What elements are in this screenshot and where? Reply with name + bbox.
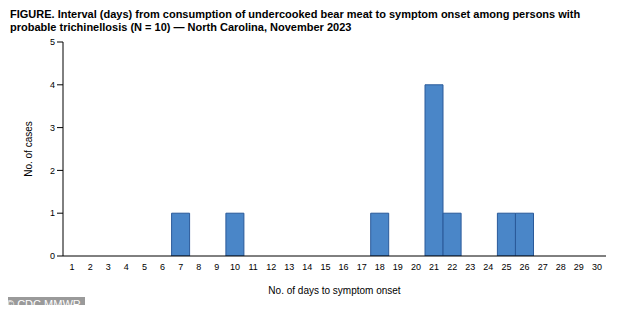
- svg-text:12: 12: [266, 262, 276, 272]
- svg-text:28: 28: [556, 262, 566, 272]
- svg-text:25: 25: [501, 262, 511, 272]
- svg-text:5: 5: [142, 262, 147, 272]
- svg-text:1: 1: [70, 262, 75, 272]
- svg-text:No. of days to symptom onset: No. of days to symptom onset: [268, 285, 401, 296]
- svg-text:No. of cases: No. of cases: [23, 121, 34, 177]
- svg-text:16: 16: [339, 262, 349, 272]
- svg-text:24: 24: [483, 262, 493, 272]
- html-text:© CDC MMWR: © CDC MMWR: [6, 298, 81, 310]
- svg-text:22: 22: [447, 262, 457, 272]
- svg-text:18: 18: [375, 262, 385, 272]
- svg-text:2: 2: [88, 262, 93, 272]
- svg-text:11: 11: [248, 262, 257, 272]
- svg-text:27: 27: [538, 262, 548, 272]
- svg-text:14: 14: [302, 262, 312, 272]
- svg-text:8: 8: [196, 262, 201, 272]
- svg-text:10: 10: [230, 262, 240, 272]
- svg-text:4: 4: [50, 80, 55, 90]
- svg-text:26: 26: [520, 262, 530, 272]
- svg-text:19: 19: [393, 262, 403, 272]
- svg-text:3: 3: [106, 262, 111, 272]
- svg-text:30: 30: [592, 262, 602, 272]
- svg-text:3: 3: [50, 123, 55, 133]
- svg-text:4: 4: [124, 262, 129, 272]
- html-text:FIGURE. Interval (days) from c: FIGURE. Interval (days) from consumption…: [10, 8, 581, 33]
- svg-text:15: 15: [320, 262, 330, 272]
- svg-text:13: 13: [284, 262, 294, 272]
- svg-text:1: 1: [50, 208, 55, 218]
- svg-text:7: 7: [178, 262, 183, 272]
- svg-text:20: 20: [411, 262, 421, 272]
- svg-text:29: 29: [574, 262, 584, 272]
- svg-text:9: 9: [214, 262, 219, 272]
- svg-text:21: 21: [429, 262, 439, 272]
- svg-text:17: 17: [357, 262, 367, 272]
- svg-text:2: 2: [50, 166, 55, 176]
- svg-text:0: 0: [50, 251, 55, 261]
- svg-text:6: 6: [160, 262, 165, 272]
- svg-text:5: 5: [50, 37, 55, 47]
- svg-text:23: 23: [465, 262, 475, 272]
